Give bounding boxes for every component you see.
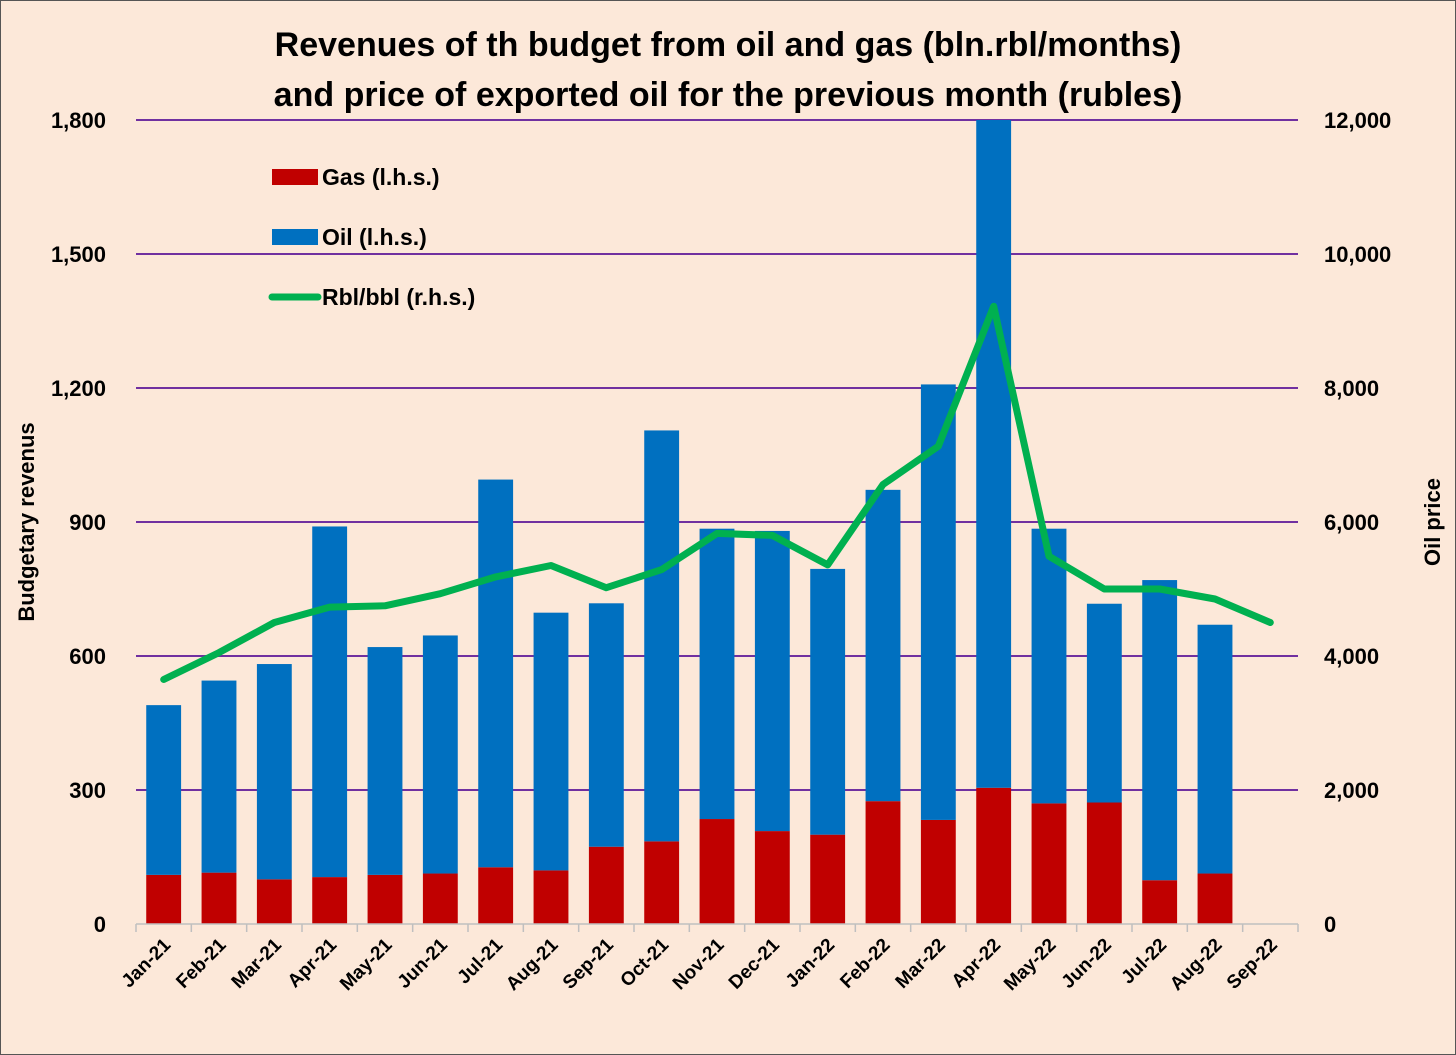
gas-bar (920, 819, 956, 924)
oil-bar (644, 430, 680, 842)
x-tick-label: Aug-21 (502, 934, 563, 995)
x-tick-label: Jul-22 (1118, 935, 1172, 989)
legend-label: Gas (l.h.s.) (322, 164, 440, 190)
chart-subtitle: and price of exported oil for the previo… (273, 76, 1183, 114)
gas-bar (1031, 803, 1067, 924)
y2-tick-label: 2,000 (1324, 778, 1379, 803)
x-tick-label: Feb-21 (172, 934, 230, 992)
oil-bar (312, 526, 348, 878)
oil-bar (754, 530, 790, 832)
y2-axis-title: Oil price (1420, 478, 1445, 566)
y-tick-label: 300 (69, 778, 106, 803)
oil-bar (1142, 580, 1178, 881)
y2-tick-label: 10,000 (1324, 242, 1391, 267)
x-tick-label: Oct-21 (617, 934, 674, 991)
y2-tick-label: 8,000 (1324, 376, 1379, 401)
gas-bar (810, 834, 846, 924)
gas-bar (754, 831, 790, 924)
gas-bar (1086, 802, 1122, 924)
y-axis-title: Budgetary revenus (14, 422, 39, 621)
y-tick-label: 0 (94, 912, 106, 937)
chart-title: Revenues of th budget from oil and gas (… (274, 26, 1182, 64)
gas-bar (312, 877, 348, 924)
gas-bar (976, 787, 1012, 924)
oil-bar (367, 647, 403, 875)
x-tick-label: Aug-22 (1166, 935, 1226, 995)
gas-bar (1142, 880, 1178, 924)
y-tick-label: 600 (69, 644, 106, 669)
x-tick-label: Jul-21 (454, 934, 508, 988)
oil-bar (478, 479, 514, 868)
x-tick-label: Sep-21 (559, 934, 618, 993)
x-tick-label: Jun-22 (1058, 935, 1116, 993)
x-tick-label: Jan-22 (782, 935, 839, 992)
oil-bar (588, 603, 624, 847)
x-tick-label: Apr-21 (284, 934, 342, 992)
oil-bar (533, 612, 569, 871)
gas-bar (201, 872, 237, 924)
x-tick-label: Mar-22 (892, 935, 950, 993)
oil-bar (146, 705, 182, 875)
legend-swatch (272, 229, 318, 245)
oil-bar (865, 489, 901, 802)
oil-bar (201, 680, 237, 873)
oil-bar (810, 568, 846, 835)
gas-bar (644, 841, 680, 924)
x-tick-label: Jan-21 (118, 934, 176, 992)
x-tick-label: Sep-22 (1223, 935, 1282, 994)
gas-bar (865, 801, 901, 924)
x-tick-label: May-22 (1000, 935, 1060, 995)
y2-tick-label: 12,000 (1324, 108, 1391, 133)
gas-bar (422, 873, 458, 924)
legend-label: Oil (l.h.s.) (322, 224, 427, 250)
gas-bar (256, 879, 292, 924)
oil-bar (1197, 624, 1233, 874)
y2-tick-label: 0 (1324, 912, 1336, 937)
legend: Gas (l.h.s.) Oil (l.h.s.) Rbl/bbl (r.h.s.) (268, 164, 475, 310)
gas-bar (699, 819, 735, 924)
price-line (160, 302, 1274, 683)
x-tick-label: May-21 (336, 934, 397, 995)
y-tick-label: 900 (69, 510, 106, 535)
oil-bar (976, 120, 1012, 788)
x-tick-label: Apr-22 (948, 935, 1005, 992)
oil-bar (1086, 603, 1122, 803)
gas-bar (533, 870, 569, 924)
gas-bar (146, 874, 182, 924)
legend-label: Rbl/bbl (r.h.s.) (322, 284, 475, 310)
gas-bar (1197, 873, 1233, 924)
oil-bar (256, 664, 292, 880)
y2-tick-label: 6,000 (1324, 510, 1379, 535)
gas-bar (588, 846, 624, 924)
x-tick-label: Mar-21 (228, 934, 286, 992)
x-tick-label: Dec-21 (725, 934, 784, 993)
gas-bar (478, 867, 514, 924)
oil-bar (1031, 528, 1067, 804)
y-tick-label: 1,200 (51, 376, 106, 401)
legend-swatch (272, 169, 318, 185)
gas-bar (367, 874, 403, 924)
x-tick-label: Jun-21 (394, 934, 452, 992)
oil-bar (699, 528, 735, 820)
x-tick-label: Nov-21 (669, 934, 729, 994)
oil-bar (422, 635, 458, 874)
y-tick-label: 1,800 (51, 108, 106, 133)
x-tick-label: Feb-22 (836, 935, 894, 993)
y-tick-label: 1,500 (51, 242, 106, 267)
y2-tick-label: 4,000 (1324, 644, 1379, 669)
